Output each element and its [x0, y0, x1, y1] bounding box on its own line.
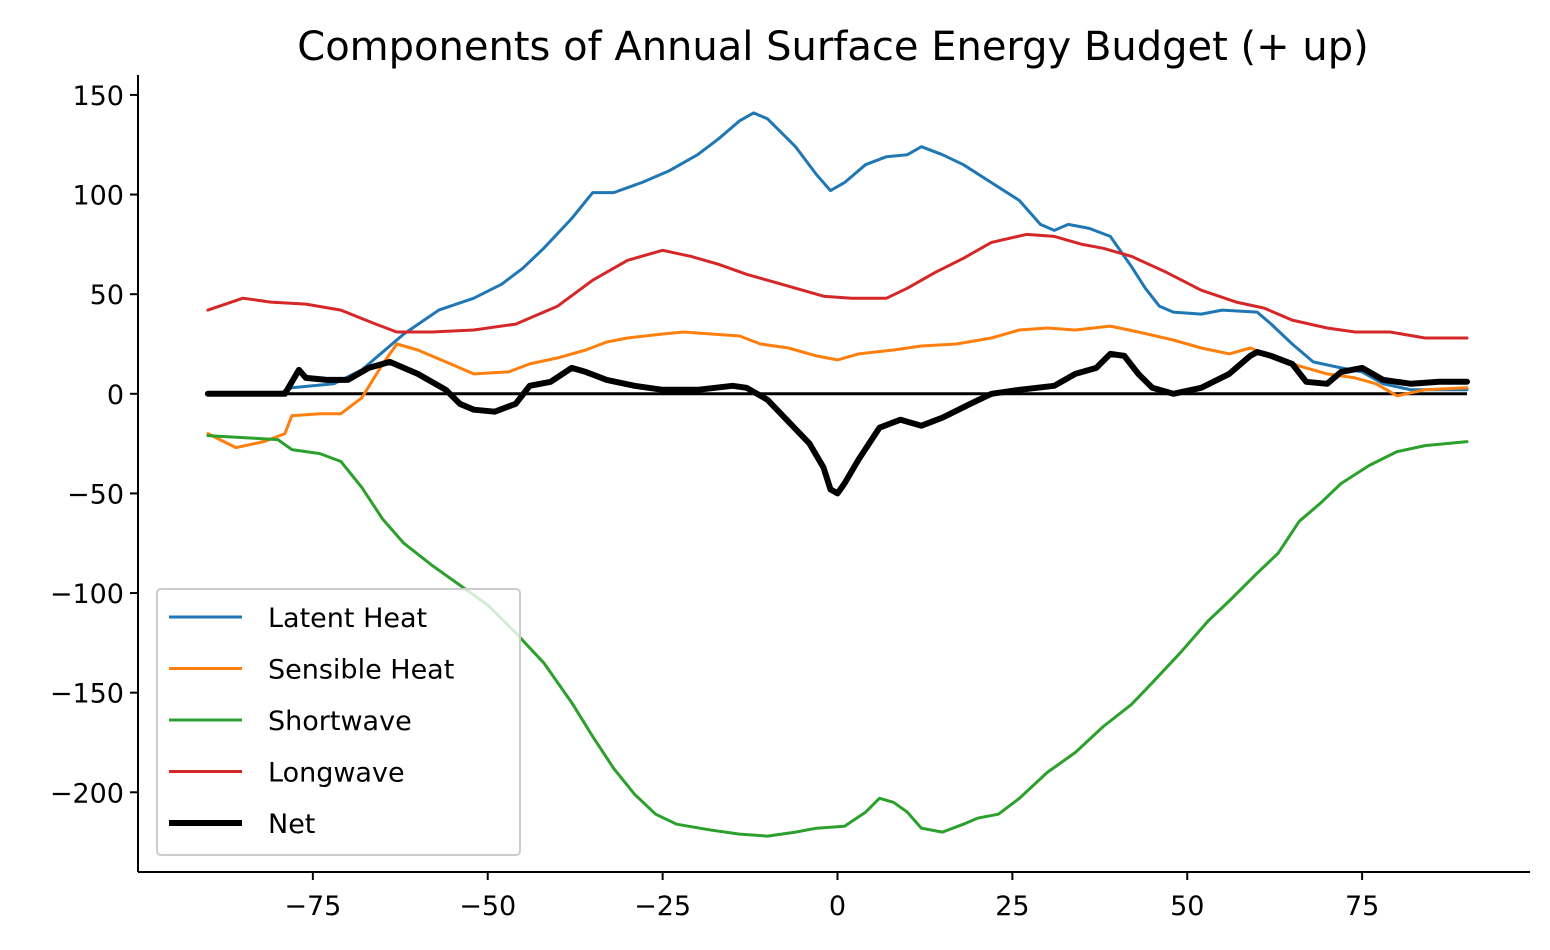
series-line-net: [204, 349, 1470, 497]
x-tick-label: 75: [1345, 891, 1379, 922]
legend: Latent Heat Sensible Heat Shortwave Longwav…: [156, 588, 521, 856]
legend-label-latent-heat: Latent Heat: [268, 603, 427, 634]
axes: 150 100 50 0 −50 −100 −150 −200 −75 −50 −25 0 25 50 75: [50, 75, 1530, 922]
y-tick-label: 0: [107, 380, 124, 411]
legend-label-shortwave: Shortwave: [268, 706, 412, 737]
series-line-longwave: [206, 232, 1469, 340]
y-tick-label: −50: [67, 479, 124, 510]
legend-label-sensible-heat: Sensible Heat: [268, 655, 454, 686]
series-line-latent-heat: [206, 111, 1469, 396]
legend-label-net: Net: [268, 809, 315, 840]
series-line-shortwave: [206, 434, 1469, 838]
y-tick-label: 100: [72, 181, 124, 212]
series-layer: [204, 111, 1470, 838]
y-tick-label: −200: [50, 778, 124, 809]
chart-title: Components of Annual Surface Energy Budg…: [297, 24, 1368, 70]
y-tick-label: 150: [72, 81, 124, 112]
x-tick-label: −25: [634, 891, 691, 922]
y-tick-label: −100: [50, 579, 124, 610]
y-tick-label: −150: [50, 679, 124, 710]
series-line-sensible-heat: [206, 324, 1469, 450]
legend-label-longwave: Longwave: [268, 758, 405, 789]
x-tick-label: −50: [459, 891, 516, 922]
legend-box: [156, 588, 521, 856]
x-tick-label: −75: [284, 891, 341, 922]
y-tick-label: 50: [90, 280, 124, 311]
x-tick-label: 50: [1170, 891, 1204, 922]
x-tick-label: 0: [829, 891, 846, 922]
x-tick-label: 25: [995, 891, 1029, 922]
